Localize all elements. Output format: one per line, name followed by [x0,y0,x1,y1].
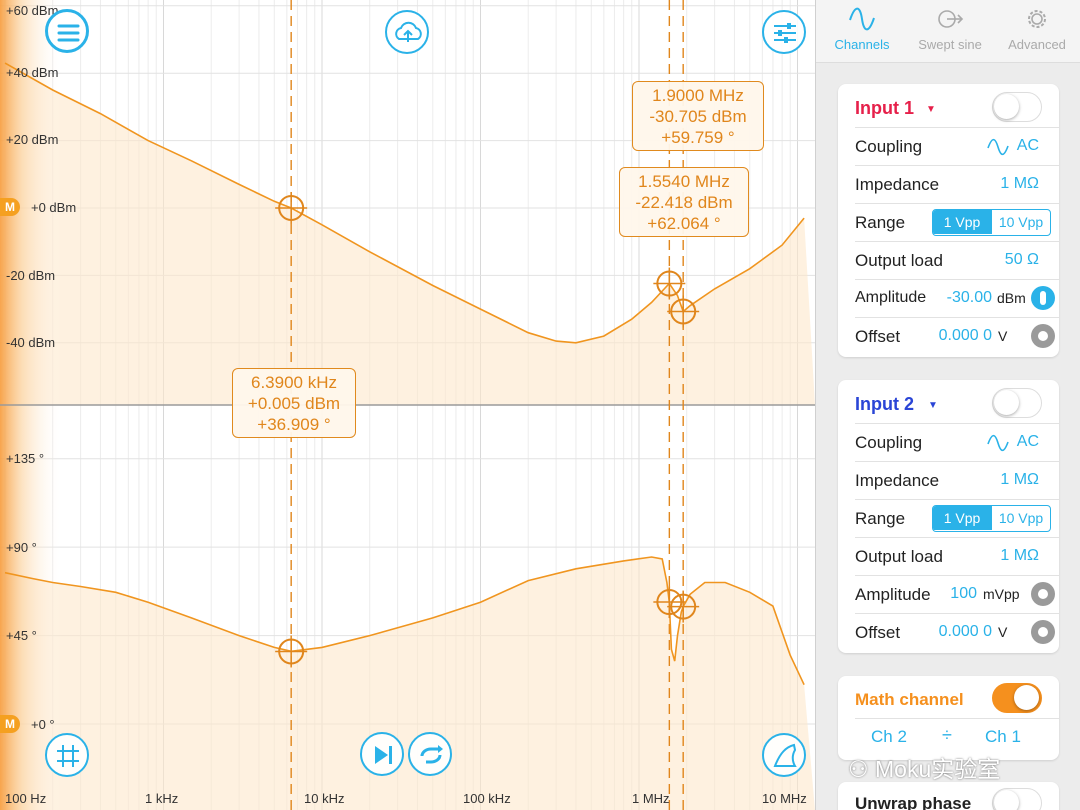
caret-down-icon[interactable]: ▼ [926,104,936,115]
freq-axis-label: 1 MHz [632,791,670,806]
tab-advanced[interactable]: Advanced [993,0,1080,62]
cursor-phase: +62.064 ° [647,214,721,233]
unwrap-phase-toggle[interactable] [992,788,1042,810]
gear-icon [1028,10,1046,28]
cursor-phase: +36.909 ° [257,415,331,434]
input2-amplitude-row[interactable]: Amplitude 100 mVpp [838,575,1059,613]
single-sweep-button[interactable] [408,732,452,776]
offset-knob-icon[interactable] [1031,620,1055,644]
input1-enable-toggle[interactable] [992,92,1042,122]
math-operand-2[interactable]: Ch 1 [985,727,1021,746]
ac-wave-icon [987,138,1009,156]
magnitude-trace-fill [0,63,815,405]
input1-impedance-row[interactable]: Impedance 1 MΩ [855,175,1039,194]
input2-card: Input 2 ▼ Coupling AC Impedance 1 MΩ Ran… [838,380,1059,653]
input2-enable-toggle[interactable] [992,388,1042,418]
range-option-10vpp[interactable]: 10 Vpp [991,210,1050,234]
phase-trace-fill [0,557,815,810]
freq-axis-label: 10 kHz [304,791,345,806]
input1-output-load-row[interactable]: Output load 50 Ω [855,251,1039,270]
menu-button[interactable] [45,9,89,53]
range-option-1vpp[interactable]: 1 Vpp [933,210,991,234]
upload-button[interactable] [385,10,429,54]
math-channel-card: Math channel Ch 2 ÷ Ch 1 [838,676,1059,760]
settings-button[interactable] [762,10,806,54]
panel-tabs: Channels Swept sine Advanced [816,0,1080,63]
bode-plot-area[interactable]: +60 dBm +40 dBm +20 dBm +0 dBm -20 dBm -… [0,0,815,810]
freq-axis-label: 1 kHz [145,791,179,806]
menu-icon [57,24,80,42]
mag-axis-label: +20 dBm [6,132,59,147]
input1-range-row: Range 1 Vpp 10 Vpp [838,203,1059,241]
settings-sliders-icon [774,23,796,43]
watermark: ⚇ Moku实验室 [848,756,1001,782]
input2-output-load-row[interactable]: Output load 1 MΩ [855,547,1039,566]
cursor-magnitude: -22.418 dBm [635,193,733,212]
ac-wave-icon [987,434,1009,452]
settings-panel: Channels Swept sine Advanced Input 1 ▼ C… [815,0,1080,810]
unwrap-phase-card: Unwrap phase [838,782,1059,810]
offset-knob-icon[interactable] [1031,324,1055,348]
tab-channels[interactable]: Channels [818,0,906,62]
freq-axis-label: 10 MHz [762,791,807,806]
phase-trace [4,556,805,686]
phase-axis-label: +90 ° [6,540,37,555]
chat-icon: ⚇ [848,756,869,782]
range-option-1vpp[interactable]: 1 Vpp [933,506,991,530]
grid-button[interactable] [45,733,89,777]
autoscale-icon [773,743,797,767]
input1-card: Input 1 ▼ Coupling AC Impedance 1 MΩ Ran… [838,84,1059,357]
cursor-readout[interactable]: 1.9000 MHz -30.705 dBm +59.759 ° [632,81,764,151]
grid-icon [57,745,79,767]
mag-axis-label: +60 dBm [6,3,59,18]
cursor-frequency: 1.5540 MHz [638,172,730,191]
amplitude-knob-icon[interactable] [1031,582,1055,606]
phase-axis-label: +135 ° [6,451,45,466]
cursor-frequency: 6.3900 kHz [251,373,337,392]
sine-wave-icon [849,7,875,31]
run-pause-button[interactable] [360,732,404,776]
repeat-icon [420,745,443,764]
input1-title[interactable]: Input 1 [855,98,914,118]
input2-title[interactable]: Input 2 [855,394,914,414]
math-channel-toggle[interactable] [992,683,1042,713]
phase-axis-label: +0 ° [31,717,55,732]
mag-axis-label: -20 dBm [6,268,56,283]
input1-amplitude-row[interactable]: Amplitude -30.00 dBm [838,279,1059,317]
input2-coupling-row[interactable]: Coupling AC [855,433,1039,452]
math-operator[interactable]: ÷ [942,725,952,745]
cursor-magnitude: -30.705 dBm [649,107,747,126]
math-operand-1[interactable]: Ch 2 [871,727,907,746]
amplitude-knob-icon[interactable] [1031,286,1055,310]
cursor-frequency: 1.9000 MHz [652,86,744,105]
phase-axis-label: +45 ° [6,628,37,643]
freq-axis-label: 100 kHz [463,791,511,806]
input1-offset-row[interactable]: Offset 0.000 0 V [838,317,1059,355]
caret-down-icon[interactable]: ▼ [928,400,938,411]
swept-sine-icon [938,10,964,28]
unwrap-phase-label: Unwrap phase [855,794,972,810]
range-option-10vpp[interactable]: 10 Vpp [991,506,1050,530]
cursor-readout[interactable]: 1.5540 MHz -22.418 dBm +62.064 ° [619,167,749,237]
cursor-markers[interactable] [275,191,700,668]
freq-axis-label: 100 Hz [5,791,47,806]
play-pause-icon [375,746,392,764]
math-channel-title: Math channel [855,690,964,709]
input1-coupling-row[interactable]: Coupling AC [855,137,1039,156]
magnitude-trace [4,62,805,344]
input2-range-row: Range 1 Vpp 10 Vpp [838,499,1059,537]
tab-swept-sine[interactable]: Swept sine [906,0,994,62]
mag-axis-label: -40 dBm [6,335,56,350]
cloud-upload-icon [395,21,422,42]
input2-impedance-row[interactable]: Impedance 1 MΩ [855,471,1039,490]
autoscale-button[interactable] [762,733,806,777]
cursor-readout[interactable]: 6.3900 kHz +0.005 dBm +36.909 ° [232,368,356,438]
input2-range-selector[interactable]: 1 Vpp 10 Vpp [932,505,1051,532]
cursor-magnitude: +0.005 dBm [247,394,341,413]
mag-axis-label: +0 dBm [31,200,77,215]
cursor-phase: +59.759 ° [661,128,735,147]
input1-range-selector[interactable]: 1 Vpp 10 Vpp [932,209,1051,236]
mag-axis-label: +40 dBm [6,65,59,80]
input2-offset-row[interactable]: Offset 0.000 0 V [838,613,1059,651]
